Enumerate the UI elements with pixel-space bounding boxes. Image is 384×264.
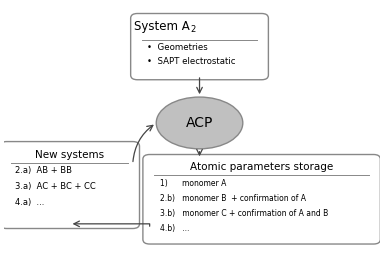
Text: System A: System A [134, 20, 190, 33]
Text: 2: 2 [190, 25, 196, 34]
Text: •  Geometries: • Geometries [147, 43, 208, 53]
Text: 2.b)   monomer B  + confirmation of A: 2.b) monomer B + confirmation of A [160, 194, 306, 203]
FancyBboxPatch shape [131, 13, 268, 80]
Ellipse shape [156, 97, 243, 149]
Text: 3.a)  AC + BC + CC: 3.a) AC + BC + CC [15, 182, 96, 191]
Text: New systems: New systems [35, 149, 104, 159]
Text: 4.a)  ...: 4.a) ... [15, 198, 44, 208]
Text: 1)      monomer A: 1) monomer A [160, 179, 227, 188]
Text: 4.b)   ...: 4.b) ... [160, 224, 190, 233]
Text: •  SAPT electrostatic: • SAPT electrostatic [147, 57, 235, 66]
Text: ACP: ACP [186, 116, 213, 130]
FancyBboxPatch shape [0, 142, 139, 229]
Text: 3.b)   monomer C + confirmation of A and B: 3.b) monomer C + confirmation of A and B [160, 209, 328, 218]
Text: 2.a)  AB + BB: 2.a) AB + BB [15, 166, 72, 175]
FancyBboxPatch shape [143, 154, 380, 244]
Text: Atomic parameters storage: Atomic parameters storage [190, 162, 333, 172]
